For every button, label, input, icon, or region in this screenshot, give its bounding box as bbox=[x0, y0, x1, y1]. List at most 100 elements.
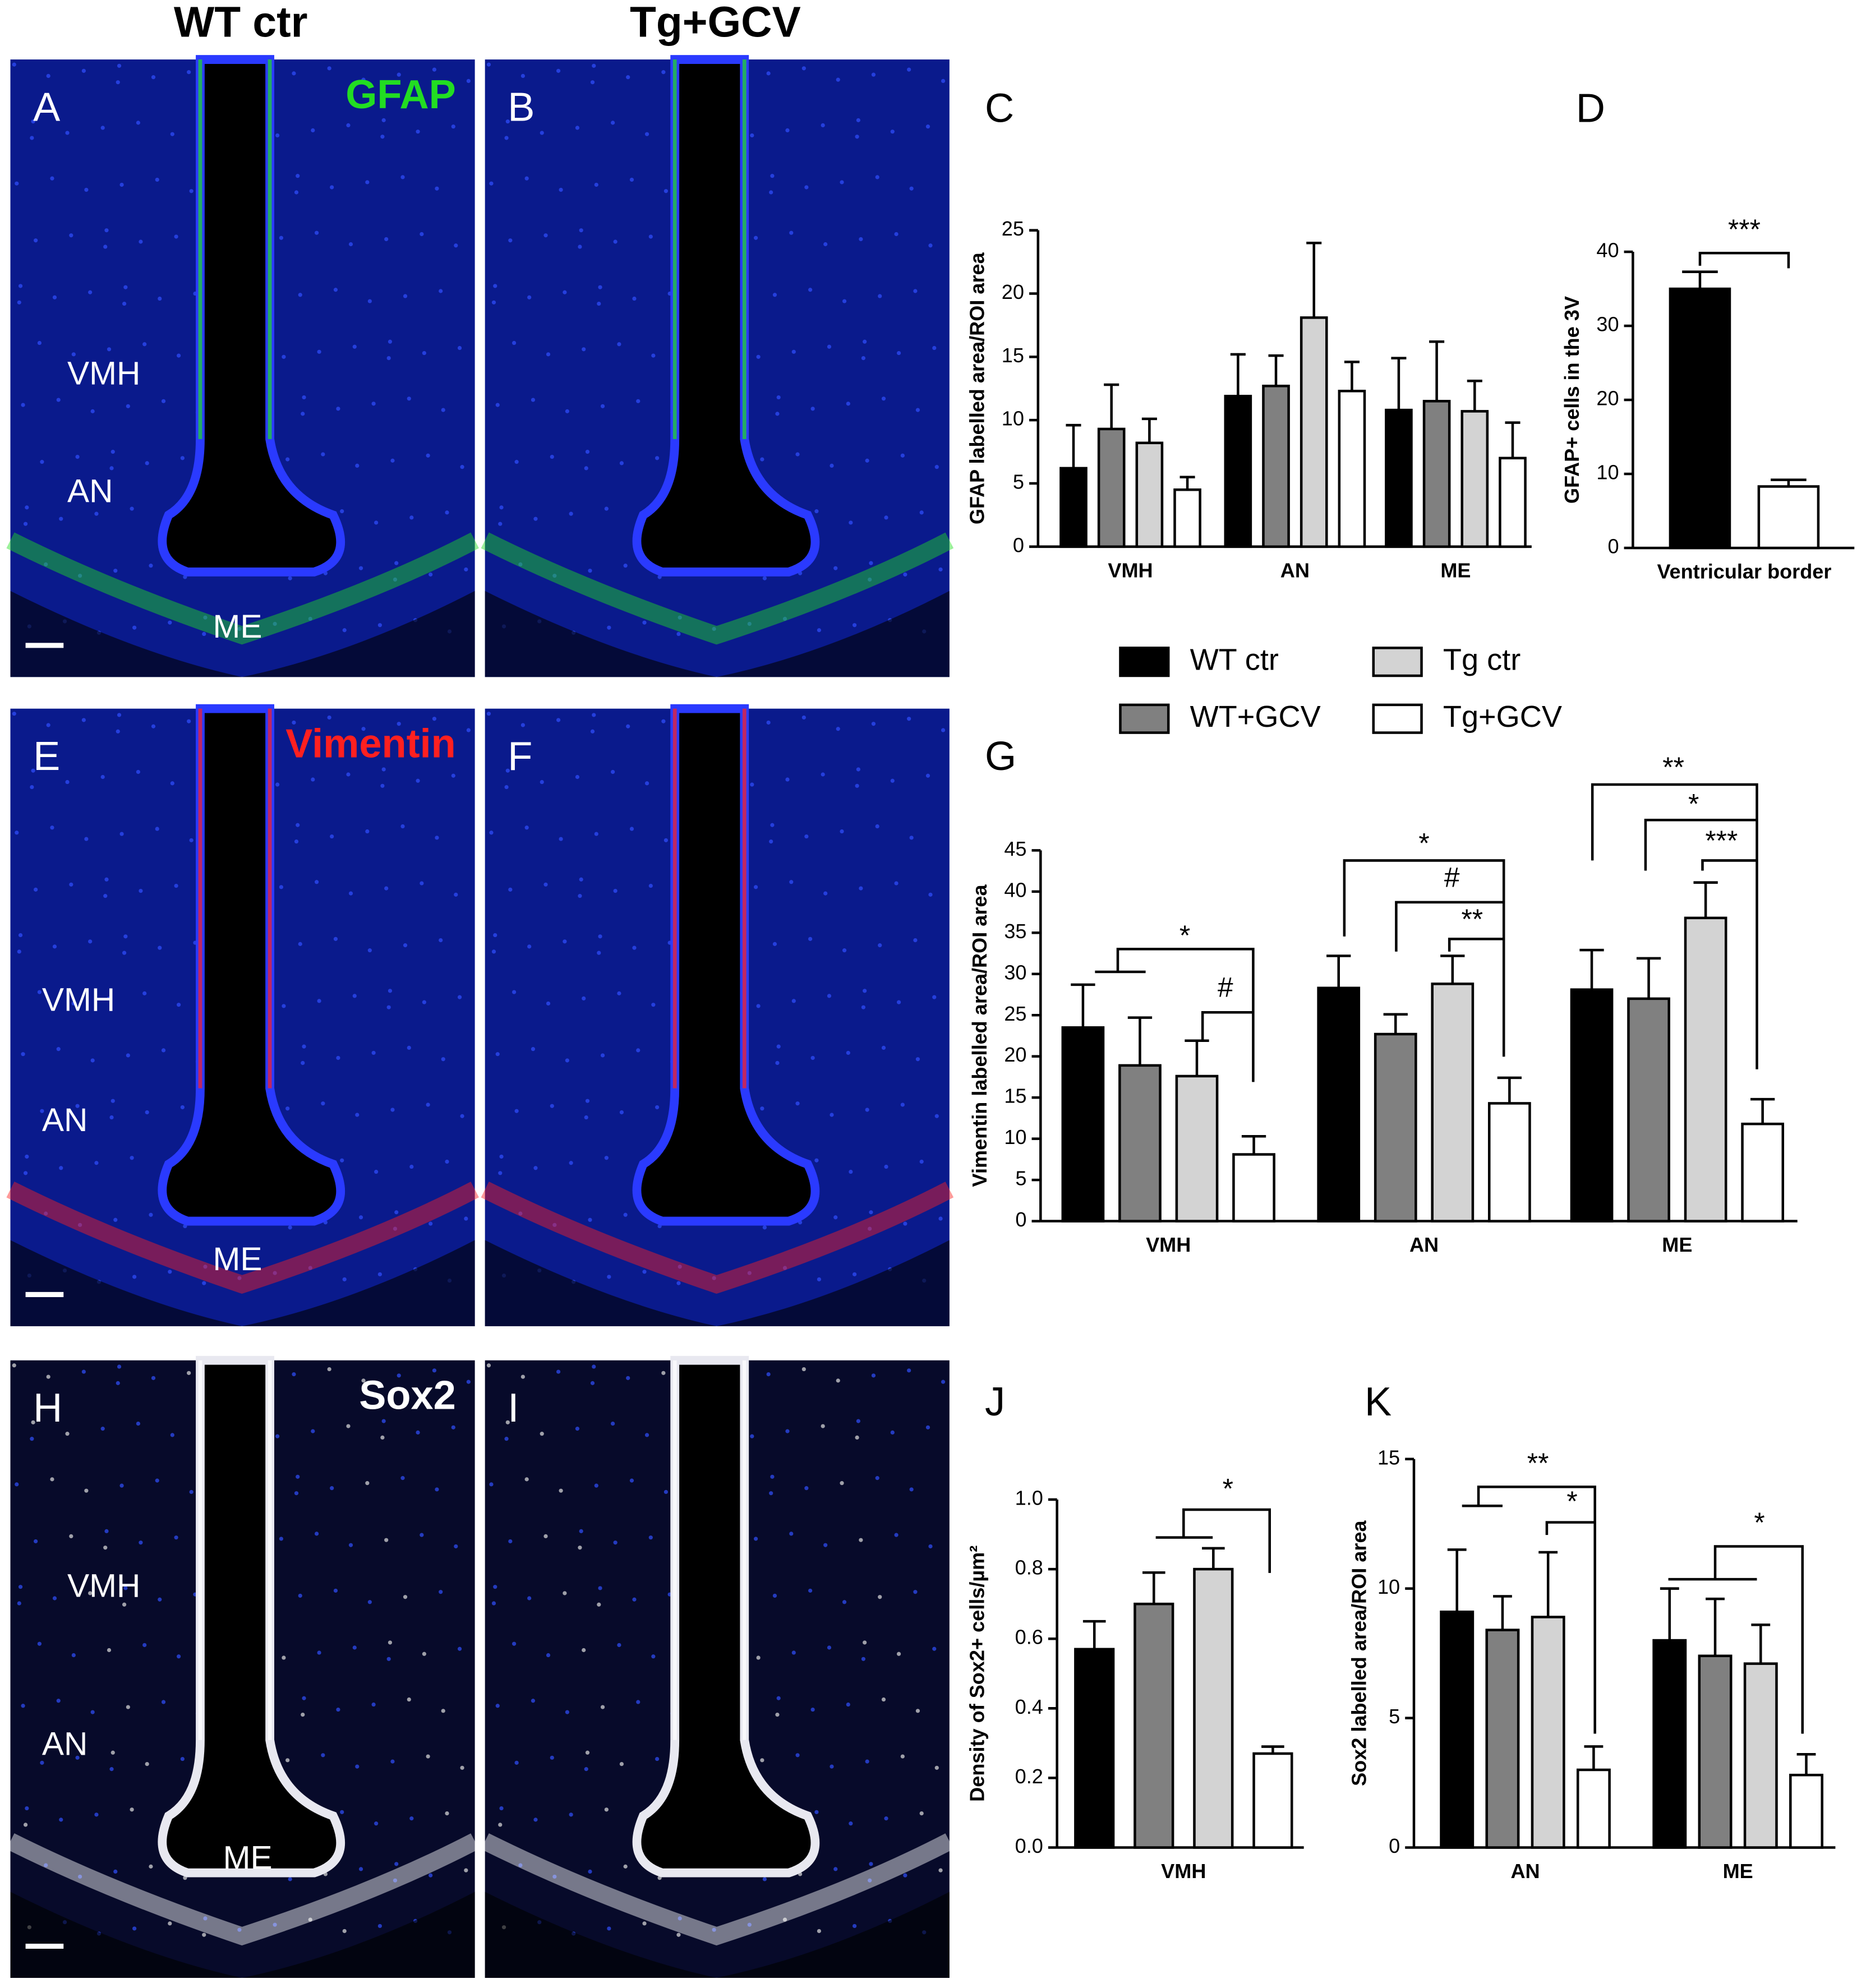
nucleus bbox=[126, 404, 130, 408]
nucleus bbox=[275, 1434, 280, 1438]
nucleus bbox=[177, 1654, 181, 1659]
nucleus bbox=[403, 294, 408, 298]
nucleus bbox=[504, 785, 509, 790]
panel-letter: I bbox=[508, 1386, 519, 1431]
nucleus bbox=[619, 461, 624, 465]
nucleus bbox=[508, 238, 513, 243]
panel-letter: D bbox=[1576, 86, 1605, 131]
nucleus bbox=[77, 1223, 82, 1227]
nucleus bbox=[676, 1932, 681, 1937]
nucleus bbox=[655, 1105, 660, 1110]
x-tick-label: ME bbox=[1440, 559, 1471, 582]
nucleus bbox=[928, 892, 933, 897]
nucleus bbox=[56, 398, 61, 402]
nucleus bbox=[59, 1166, 63, 1170]
bar bbox=[1134, 1602, 1174, 1849]
nucleus bbox=[170, 1433, 174, 1437]
nucleus bbox=[31, 119, 35, 124]
nucleus bbox=[122, 951, 127, 955]
nucleus bbox=[420, 232, 424, 237]
nucleus bbox=[358, 1867, 363, 1871]
micrograph: E Vimentin VMH AN ME bbox=[6, 704, 479, 1326]
nucleus bbox=[149, 1212, 153, 1217]
nucleus bbox=[346, 772, 351, 777]
nucleus bbox=[795, 1753, 800, 1758]
nucleus bbox=[578, 245, 582, 249]
nucleus bbox=[69, 1534, 73, 1539]
nucleus bbox=[855, 135, 859, 139]
nucleus bbox=[524, 1477, 529, 1482]
nucleus bbox=[610, 121, 615, 125]
nucleus bbox=[294, 839, 299, 844]
significance-label: * bbox=[1180, 920, 1190, 951]
nucleus bbox=[275, 782, 280, 787]
nucleus bbox=[40, 460, 44, 464]
nucleus bbox=[314, 230, 319, 235]
nucleus bbox=[508, 887, 513, 892]
nucleus bbox=[582, 1648, 586, 1653]
nucleus bbox=[878, 1595, 882, 1599]
ventricle bbox=[632, 55, 820, 576]
nucleus bbox=[540, 1432, 544, 1436]
nucleus bbox=[301, 1060, 305, 1066]
nucleus bbox=[833, 1215, 838, 1220]
nucleus bbox=[840, 180, 844, 184]
micrograph: B bbox=[481, 55, 954, 677]
nucleus bbox=[34, 1539, 38, 1544]
nucleus bbox=[31, 768, 35, 773]
tissue-band bbox=[481, 1833, 954, 1946]
bar bbox=[1570, 988, 1614, 1223]
nucleus bbox=[103, 245, 108, 249]
nucleus bbox=[486, 62, 491, 67]
nucleus bbox=[116, 729, 120, 734]
nucleus bbox=[155, 1478, 159, 1483]
nucleus bbox=[365, 180, 370, 184]
nucleus bbox=[429, 1221, 433, 1226]
nucleus bbox=[565, 1710, 569, 1714]
bar bbox=[1531, 1616, 1565, 1849]
significance-bracket bbox=[1116, 948, 1255, 1082]
nucleus bbox=[801, 715, 806, 720]
nucleus bbox=[296, 823, 300, 827]
nucleus bbox=[149, 1864, 153, 1869]
nucleus bbox=[407, 1697, 411, 1702]
nucleus bbox=[466, 728, 471, 732]
nucleus bbox=[849, 520, 853, 525]
nucleus bbox=[804, 1486, 809, 1491]
nucleus bbox=[900, 453, 905, 458]
nucleus bbox=[518, 1211, 523, 1216]
nucleus bbox=[151, 724, 156, 728]
nucleus bbox=[202, 1932, 206, 1937]
nucleus bbox=[292, 720, 296, 725]
y-tick-label: 10 bbox=[1004, 1126, 1026, 1148]
nucleus bbox=[161, 1700, 166, 1704]
nucleus bbox=[314, 880, 319, 884]
nucleus bbox=[422, 350, 426, 356]
panel-letter: J bbox=[985, 1380, 1005, 1424]
micrograph: F bbox=[481, 704, 954, 1326]
nucleus bbox=[189, 189, 193, 193]
nucleus bbox=[34, 238, 38, 243]
nucleus bbox=[613, 239, 618, 244]
bar bbox=[1252, 1752, 1293, 1849]
y-tick-label: 10 bbox=[1377, 1575, 1400, 1598]
panel-letter: K bbox=[1365, 1380, 1392, 1424]
nucleus bbox=[584, 1115, 588, 1120]
nucleus bbox=[409, 515, 414, 520]
region-label: ME bbox=[223, 1840, 273, 1876]
nucleus bbox=[856, 118, 860, 122]
bar bbox=[1193, 1567, 1234, 1849]
y-tick-label: 10 bbox=[1002, 407, 1024, 430]
nucleus bbox=[123, 285, 128, 289]
nucleus bbox=[498, 1823, 503, 1827]
nucleus bbox=[559, 837, 563, 841]
bar bbox=[1684, 916, 1727, 1223]
nucleus bbox=[279, 885, 284, 889]
nucleus bbox=[823, 891, 828, 896]
nucleus bbox=[40, 1760, 44, 1765]
nucleus bbox=[90, 1710, 95, 1714]
nucleus bbox=[302, 1044, 306, 1049]
nucleus bbox=[636, 1048, 641, 1053]
nucleus bbox=[132, 625, 137, 630]
nucleus bbox=[808, 937, 813, 941]
